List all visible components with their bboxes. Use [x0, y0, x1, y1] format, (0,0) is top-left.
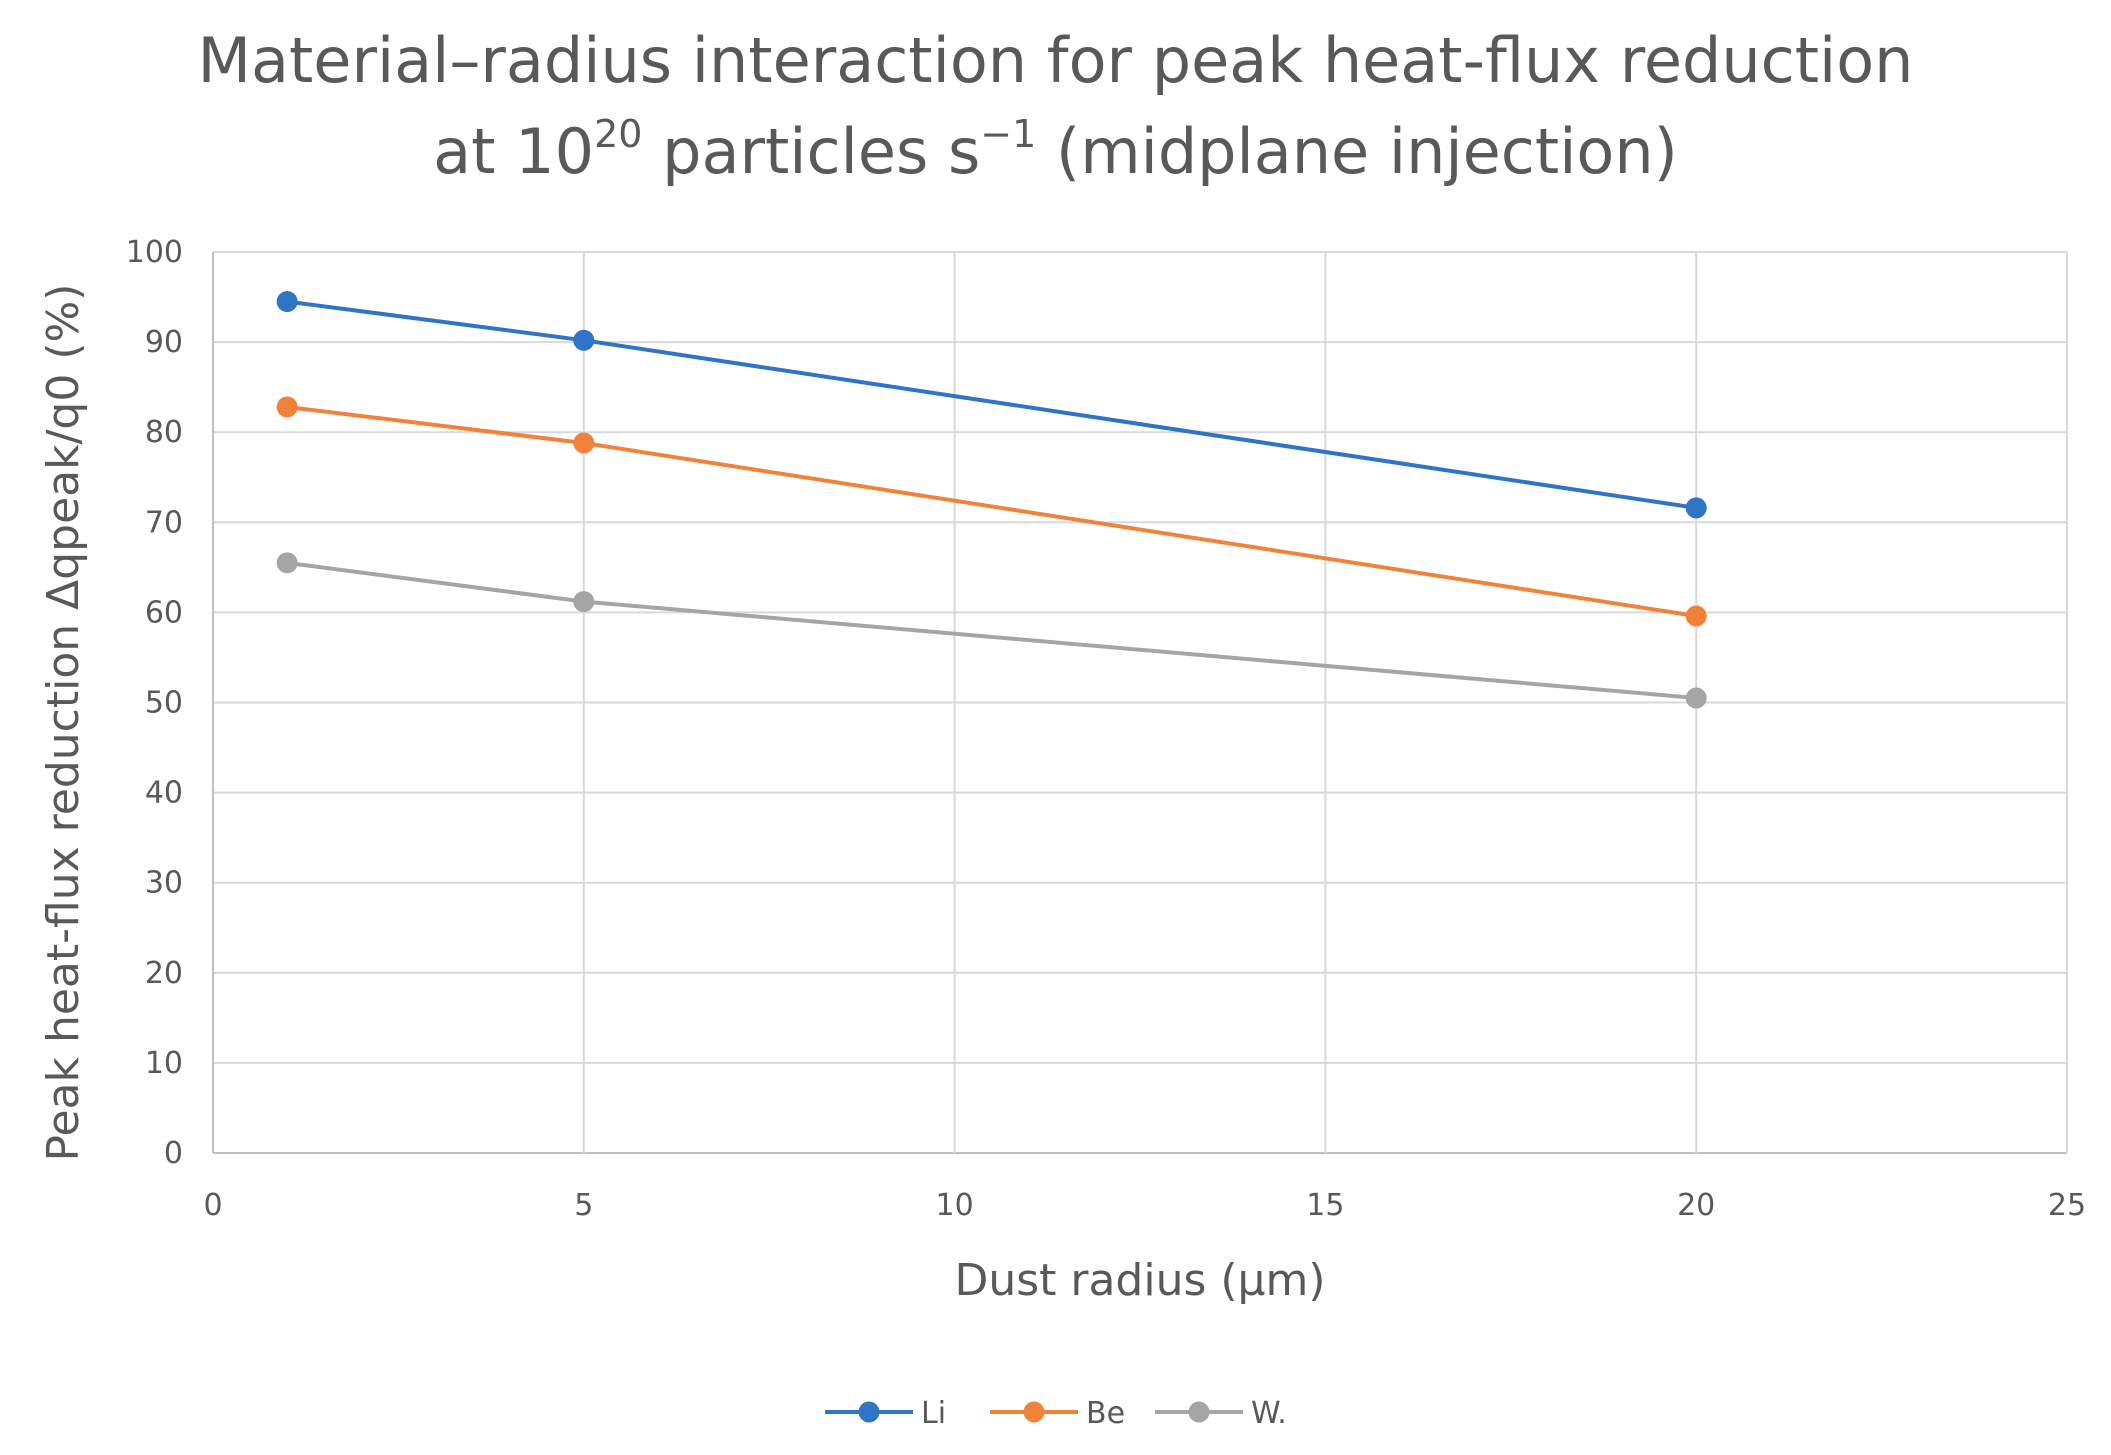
x-tick-label: 25 [2048, 1188, 2086, 1223]
x-tick-label: 15 [1306, 1188, 1344, 1223]
y-tick-label: 20 [145, 956, 183, 991]
y-tick-label: 60 [145, 595, 183, 630]
y-tick-label: 40 [145, 776, 183, 811]
legend-item: W. [1155, 1396, 1287, 1431]
subtitle-part: particles s [642, 115, 981, 188]
y-axis-title: Peak heat-flux reduction Δqpeak/q0 (%) [38, 284, 89, 1162]
y-tick-label: 70 [145, 505, 183, 540]
legend-marker [858, 1401, 880, 1423]
data-point-Be [276, 396, 298, 418]
x-axis-title: Dust radius (µm) [954, 1255, 1325, 1306]
series-line-Be [286, 404, 1697, 618]
x-tick-label: 10 [936, 1188, 974, 1223]
legend-label: Be [1086, 1396, 1125, 1431]
legend-label: Li [921, 1396, 946, 1431]
y-tick-label: 30 [145, 866, 183, 901]
legend-marker [1188, 1401, 1210, 1423]
legend-label: W. [1251, 1396, 1287, 1431]
y-tick-label: 90 [145, 325, 183, 360]
y-tick-label: 10 [145, 1046, 183, 1081]
y-tick-label: 0 [164, 1136, 183, 1171]
legend-item: Li [825, 1396, 946, 1431]
data-point-Li [276, 291, 298, 313]
y-tick-label: 100 [126, 235, 183, 270]
data-point-Be [1685, 605, 1707, 627]
legend-item: Be [990, 1396, 1125, 1431]
data-point-Li [1685, 497, 1707, 519]
chart-title: Material–radius interaction for peak hea… [197, 24, 1914, 97]
subtitle-part: (midplane injection) [1036, 115, 1678, 188]
data-point-W. [1685, 687, 1707, 709]
subtitle-exponent: 20 [594, 112, 643, 156]
chart-subtitle: at 1020 particles s−1 (midplane injectio… [0, 112, 2111, 188]
series-line-Li [286, 299, 1697, 510]
y-tick-label: 50 [145, 686, 183, 721]
data-point-W. [276, 552, 298, 574]
legend: Li Be W. [825, 1396, 1287, 1431]
x-tick-label: 0 [203, 1188, 222, 1223]
y-tick-label: 80 [145, 415, 183, 450]
subtitle-exponent: −1 [980, 112, 1037, 156]
legend-marker [1023, 1401, 1045, 1423]
x-tick-label: 5 [574, 1188, 593, 1223]
data-point-W. [573, 591, 595, 613]
data-point-Li [573, 329, 595, 351]
data-point-Be [573, 432, 595, 454]
x-tick-label: 20 [1677, 1188, 1715, 1223]
subtitle-part: at 10 [433, 115, 595, 188]
